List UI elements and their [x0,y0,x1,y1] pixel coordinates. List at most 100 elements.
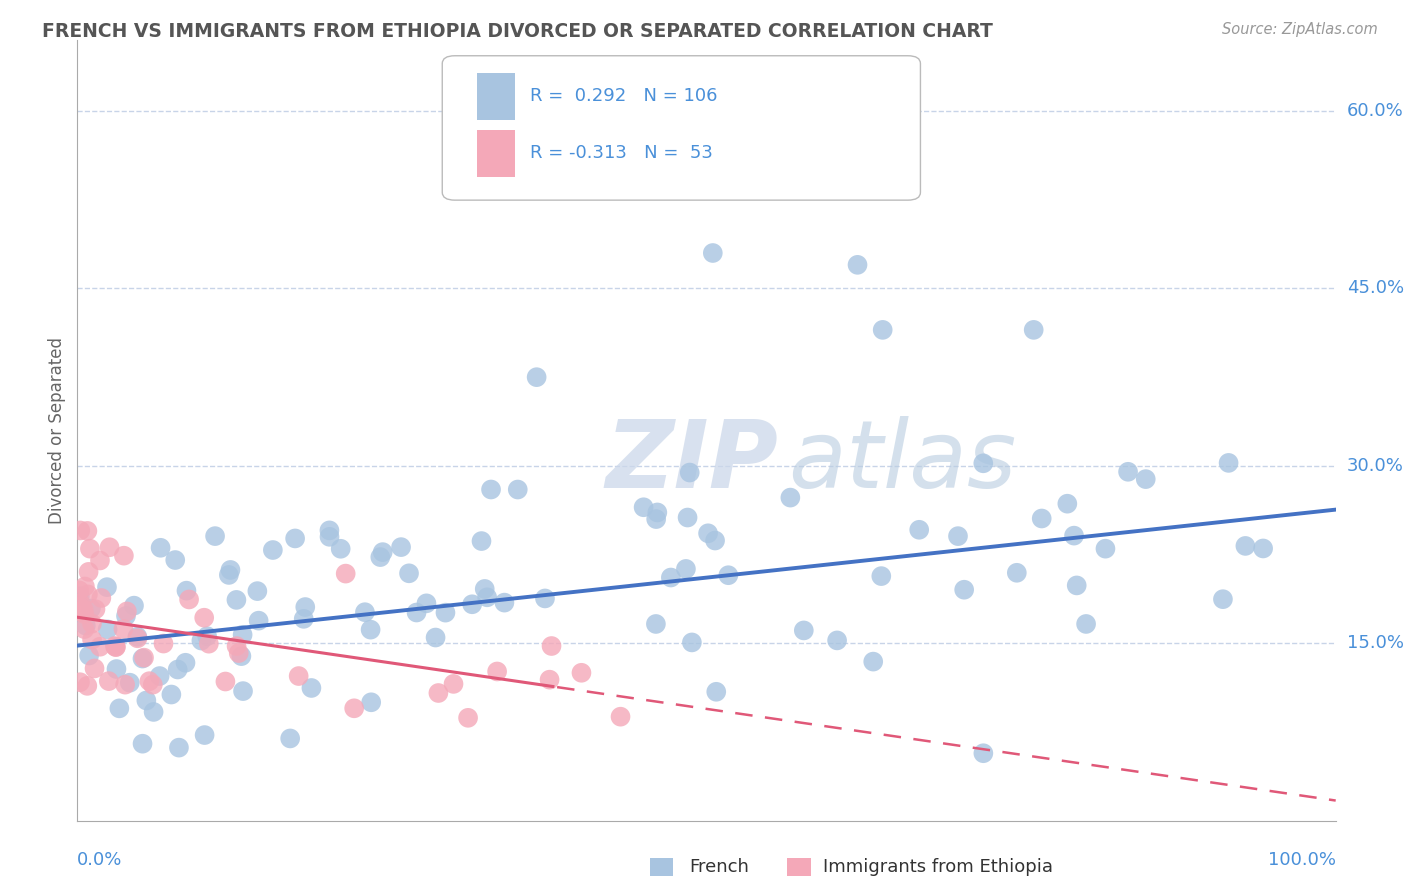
Text: FRENCH VS IMMIGRANTS FROM ETHIOPIA DIVORCED OR SEPARATED CORRELATION CHART: FRENCH VS IMMIGRANTS FROM ETHIOPIA DIVOR… [42,22,993,41]
Point [132,650,155,665]
Point [166,663,188,677]
Point [329,541,352,556]
Point [73,622,96,636]
Point [118,675,141,690]
Point [225,593,247,607]
Point [1094,541,1116,556]
Point [138,674,160,689]
Point [77,648,100,663]
Point [704,685,727,699]
Point [1056,497,1078,511]
Point [97,623,120,637]
Point [825,633,848,648]
Point [104,640,127,654]
Point [135,693,157,707]
Point [104,639,127,653]
Text: R =  0.292   N = 106: R = 0.292 N = 106 [530,87,718,105]
Point [360,695,382,709]
Point [76,679,98,693]
Point [398,566,420,581]
Point [526,370,548,384]
Point [318,530,340,544]
Point [247,614,270,628]
Point [69,675,91,690]
Point [190,633,212,648]
Point [354,605,377,619]
Point [73,580,96,594]
Point [1116,465,1139,479]
Point [647,505,669,519]
Point [198,637,221,651]
Point [1063,528,1085,542]
Text: 45.0%: 45.0% [1347,279,1405,297]
Point [506,483,529,497]
Point [862,655,884,669]
Point [167,740,190,755]
Point [160,688,183,702]
Point [228,646,250,660]
Point [67,599,90,614]
Point [972,456,994,470]
Point [697,526,720,541]
Point [675,562,697,576]
Point [702,134,724,148]
Text: 15.0%: 15.0% [1347,634,1403,652]
Point [112,622,135,636]
Point [69,524,91,538]
Point [793,624,815,638]
Point [474,582,496,596]
Point [112,549,135,563]
Bar [478,73,515,120]
Point [204,529,226,543]
Point [75,618,97,632]
Text: ZIP: ZIP [606,416,779,508]
Point [77,587,100,601]
Text: atlas: atlas [789,416,1017,508]
Point [232,628,254,642]
Point [360,623,382,637]
Point [284,532,307,546]
Point [299,681,322,695]
Point [679,466,702,480]
Point [80,632,103,647]
Point [97,674,120,689]
Point [142,678,165,692]
Point [571,665,593,680]
Point [152,636,174,650]
Point [443,677,465,691]
Point [645,617,668,632]
Point [457,711,479,725]
Point [972,746,994,760]
Point [343,701,366,715]
Point [717,568,740,582]
Point [371,545,394,559]
Point [89,553,111,567]
Point [194,728,217,742]
Point [461,597,484,611]
Point [98,541,121,555]
Point [946,529,969,543]
Point [405,606,427,620]
Point [846,258,869,272]
Text: French: French [689,858,749,876]
Point [1251,541,1274,556]
Point [335,566,357,581]
Point [633,500,655,515]
Point [287,669,309,683]
Point [1135,472,1157,486]
Point [104,640,127,654]
Point [246,584,269,599]
Point [870,569,893,583]
Point [174,656,197,670]
Point [142,705,165,719]
Point [659,570,682,584]
Point [131,651,153,665]
Point [1074,616,1097,631]
Text: Immigrants from Ethiopia: Immigrants from Ethiopia [823,858,1053,876]
Point [486,665,509,679]
Point [1212,592,1234,607]
Point [225,639,247,653]
Text: 60.0%: 60.0% [1347,102,1403,120]
Point [76,524,98,538]
Point [67,583,90,598]
